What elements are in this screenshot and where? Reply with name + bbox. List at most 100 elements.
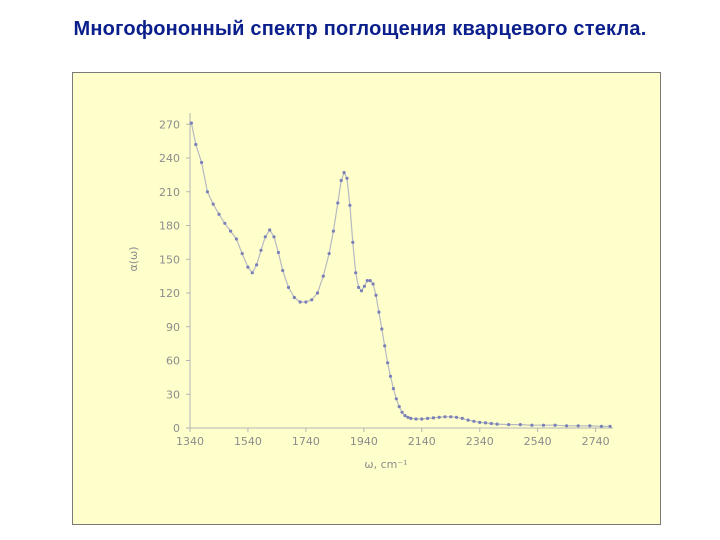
data-point — [321, 274, 325, 278]
data-point — [371, 282, 375, 286]
data-point — [553, 423, 557, 427]
data-point — [391, 387, 395, 391]
data-point — [194, 142, 198, 147]
data-point — [565, 424, 569, 428]
data-point — [217, 212, 221, 216]
data-point — [443, 415, 447, 419]
data-point — [599, 424, 604, 428]
data-point — [298, 300, 302, 304]
x-axis-label: ω, cm⁻¹ — [364, 458, 407, 471]
data-point — [576, 424, 580, 428]
data-point — [495, 422, 499, 426]
x-tick-label: 2340 — [466, 435, 494, 448]
data-point — [431, 416, 435, 420]
data-point — [250, 271, 254, 275]
data-point — [374, 293, 378, 297]
data-point — [377, 310, 381, 314]
data-point — [229, 229, 233, 233]
data-point — [518, 423, 522, 427]
data-point — [205, 190, 209, 194]
data-point — [336, 201, 340, 205]
data-point — [223, 221, 227, 225]
data-point — [449, 415, 453, 419]
y-tick-label: 270 — [159, 118, 180, 131]
data-point — [357, 285, 361, 289]
data-point — [397, 405, 401, 409]
data-point — [388, 374, 393, 378]
data-point — [315, 291, 320, 295]
series-markers — [189, 121, 612, 428]
data-point — [483, 421, 488, 425]
data-point — [454, 415, 459, 419]
data-point — [246, 265, 250, 269]
data-point — [345, 176, 349, 180]
data-point — [331, 229, 335, 233]
data-point — [286, 285, 291, 289]
x-tick-label: 1940 — [350, 435, 378, 448]
data-point — [394, 397, 398, 401]
data-point — [426, 416, 430, 420]
data-point — [406, 415, 410, 419]
data-point — [240, 252, 244, 256]
data-point — [403, 414, 407, 418]
data-point — [276, 250, 280, 255]
data-point — [409, 416, 413, 420]
data-point — [292, 295, 296, 300]
y-tick-label: 210 — [159, 186, 180, 199]
data-point — [420, 417, 424, 421]
data-point — [478, 420, 482, 424]
data-point — [255, 263, 259, 267]
data-point — [368, 279, 372, 283]
x-tick-label: 1340 — [176, 435, 204, 448]
data-point — [211, 202, 215, 206]
y-tick-label: 30 — [166, 388, 180, 401]
data-point — [507, 423, 511, 427]
data-point — [414, 417, 418, 421]
y-tick-label: 150 — [159, 253, 180, 266]
x-tick-label: 2140 — [408, 435, 436, 448]
data-point — [359, 289, 364, 293]
data-point — [351, 240, 355, 244]
series-line — [190, 122, 611, 427]
y-tick-label: 0 — [173, 422, 180, 435]
data-point — [234, 237, 238, 241]
y-tick-label: 60 — [166, 355, 180, 368]
data-point — [348, 203, 352, 207]
data-point — [362, 284, 366, 288]
data-point — [530, 423, 534, 427]
data-point — [383, 344, 387, 348]
data-point — [400, 410, 404, 414]
data-point — [608, 424, 612, 428]
x-tick-label: 1740 — [292, 435, 320, 448]
x-tick-label: 2740 — [582, 435, 610, 448]
data-point — [588, 424, 592, 428]
data-point — [304, 300, 308, 304]
data-point — [263, 235, 267, 239]
data-point — [386, 361, 390, 365]
x-ticks: 1340 1540 1740 1940 2140 2340 2540 2740 — [176, 428, 610, 448]
y-axis-label: α(ω) — [127, 246, 140, 271]
y-tick-label: 180 — [159, 220, 180, 233]
data-point — [200, 160, 204, 165]
data-point — [466, 418, 470, 422]
y-tick-label: 240 — [159, 152, 180, 165]
data-point — [268, 228, 272, 232]
slide-title: Многофононный спектр поглощения кварцево… — [73, 18, 647, 40]
data-point — [339, 178, 343, 183]
data-point — [281, 268, 285, 273]
data-point — [472, 419, 476, 423]
data-point — [541, 423, 546, 427]
data-point — [272, 235, 276, 239]
chart-panel: 0 30 60 90 120 150 180 210 240 270 1340 1540 1740 19… — [72, 72, 661, 525]
data-point — [189, 121, 193, 125]
data-point — [259, 248, 263, 252]
y-tick-label: 90 — [166, 321, 180, 334]
data-point — [489, 421, 493, 426]
x-tick-label: 1540 — [234, 435, 262, 448]
data-point — [365, 279, 369, 283]
data-point — [354, 271, 358, 275]
y-tick-label: 120 — [159, 287, 180, 300]
y-ticks: 0 30 60 90 120 150 180 210 240 270 — [159, 118, 190, 435]
x-tick-label: 2540 — [524, 435, 552, 448]
data-point — [327, 252, 331, 256]
